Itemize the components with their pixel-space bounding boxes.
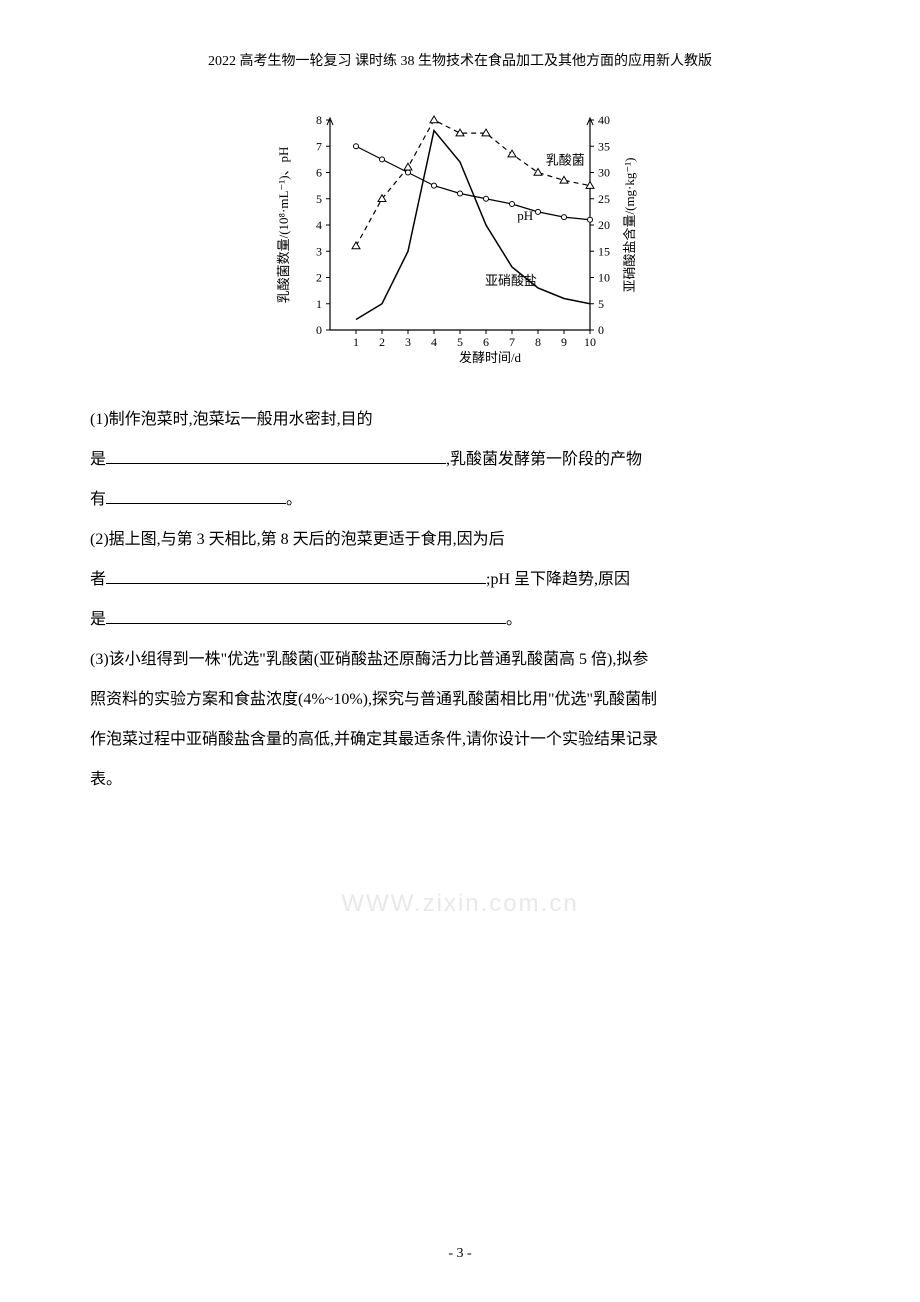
svg-text:4: 4	[431, 335, 437, 349]
svg-text:7: 7	[509, 335, 515, 349]
svg-text:6: 6	[483, 335, 489, 349]
header-title: 2022 高考生物一轮复习 课时练 38 生物技术在食品加工及其他方面的应用新人…	[208, 54, 712, 69]
svg-text:3: 3	[405, 335, 411, 349]
svg-text:发酵时间/d: 发酵时间/d	[459, 350, 522, 365]
svg-text:亚硝酸盐含量/(mg·kg⁻¹): 亚硝酸盐含量/(mg·kg⁻¹)	[622, 158, 637, 293]
document-content: (1)制作泡菜时,泡菜坛一般用水密封,目的 是,乳酸菌发酵第一阶段的产物 有。 …	[90, 400, 830, 800]
q1-line1: (1)制作泡菜时,泡菜坛一般用水密封,目的	[90, 400, 830, 440]
blank-input	[106, 623, 506, 624]
svg-text:40: 40	[598, 113, 610, 127]
svg-text:0: 0	[598, 323, 604, 337]
svg-text:3: 3	[316, 244, 322, 258]
question-3: (3)该小组得到一株"优选"乳酸菌(亚硝酸盐还原酶活力比普通乳酸菌高 5 倍),…	[90, 640, 830, 800]
blank-input	[106, 463, 446, 464]
svg-text:10: 10	[598, 271, 610, 285]
q1-line2: 是,乳酸菌发酵第一阶段的产物	[90, 440, 830, 480]
fermentation-chart: 0 1 2 3 4 5 6 7 8 0 5 10 15 20 25 30 35 40 1 2 3 4 5 6 7 8 9 10 发酵时间…	[270, 100, 650, 380]
svg-text:1: 1	[353, 335, 359, 349]
blank-input	[106, 503, 286, 504]
svg-text:0: 0	[316, 323, 322, 337]
blank-input	[106, 583, 486, 584]
document-header: 2022 高考生物一轮复习 课时练 38 生物技术在食品加工及其他方面的应用新人…	[90, 50, 830, 70]
svg-text:7: 7	[316, 139, 322, 153]
svg-text:1: 1	[316, 297, 322, 311]
svg-text:25: 25	[598, 192, 610, 206]
svg-text:2: 2	[379, 335, 385, 349]
svg-text:30: 30	[598, 166, 610, 180]
svg-text:pH: pH	[517, 208, 533, 223]
svg-text:10: 10	[584, 335, 596, 349]
question-2: (2)据上图,与第 3 天相比,第 8 天后的泡菜更适于食用,因为后 者;pH …	[90, 520, 830, 640]
svg-text:9: 9	[561, 335, 567, 349]
watermark: WWW.zixin.com.cn	[341, 890, 578, 918]
svg-text:20: 20	[598, 218, 610, 232]
question-1: (1)制作泡菜时,泡菜坛一般用水密封,目的 是,乳酸菌发酵第一阶段的产物 有。	[90, 400, 830, 520]
q2-line1: (2)据上图,与第 3 天相比,第 8 天后的泡菜更适于食用,因为后	[90, 520, 830, 560]
q2-line2: 者;pH 呈下降趋势,原因	[90, 560, 830, 600]
svg-text:乳酸菌数量/(10⁸·mL⁻¹)、pH: 乳酸菌数量/(10⁸·mL⁻¹)、pH	[276, 147, 291, 304]
chart-svg: 0 1 2 3 4 5 6 7 8 0 5 10 15 20 25 30 35 40 1 2 3 4 5 6 7 8 9 10 发酵时间…	[270, 100, 650, 380]
svg-text:15: 15	[598, 244, 610, 258]
svg-text:2: 2	[316, 271, 322, 285]
svg-text:35: 35	[598, 139, 610, 153]
q1-line3: 有。	[90, 480, 830, 520]
svg-text:亚硝酸盐: 亚硝酸盐	[485, 273, 537, 288]
q3-line2: 照资料的实验方案和食盐浓度(4%~10%),探究与普通乳酸菌相比用"优选"乳酸菌…	[90, 680, 830, 720]
svg-text:8: 8	[535, 335, 541, 349]
svg-text:5: 5	[457, 335, 463, 349]
svg-text:6: 6	[316, 166, 322, 180]
svg-text:5: 5	[316, 192, 322, 206]
q3-line4: 表。	[90, 760, 830, 800]
q3-line1: (3)该小组得到一株"优选"乳酸菌(亚硝酸盐还原酶活力比普通乳酸菌高 5 倍),…	[90, 640, 830, 680]
q2-line3: 是。	[90, 600, 830, 640]
page-number: - 3 -	[448, 1246, 471, 1262]
svg-text:4: 4	[316, 218, 322, 232]
svg-text:8: 8	[316, 113, 322, 127]
svg-text:5: 5	[598, 297, 604, 311]
q3-line3: 作泡菜过程中亚硝酸盐含量的高低,并确定其最适条件,请你设计一个实验结果记录	[90, 720, 830, 760]
svg-text:乳酸菌: 乳酸菌	[546, 153, 585, 168]
